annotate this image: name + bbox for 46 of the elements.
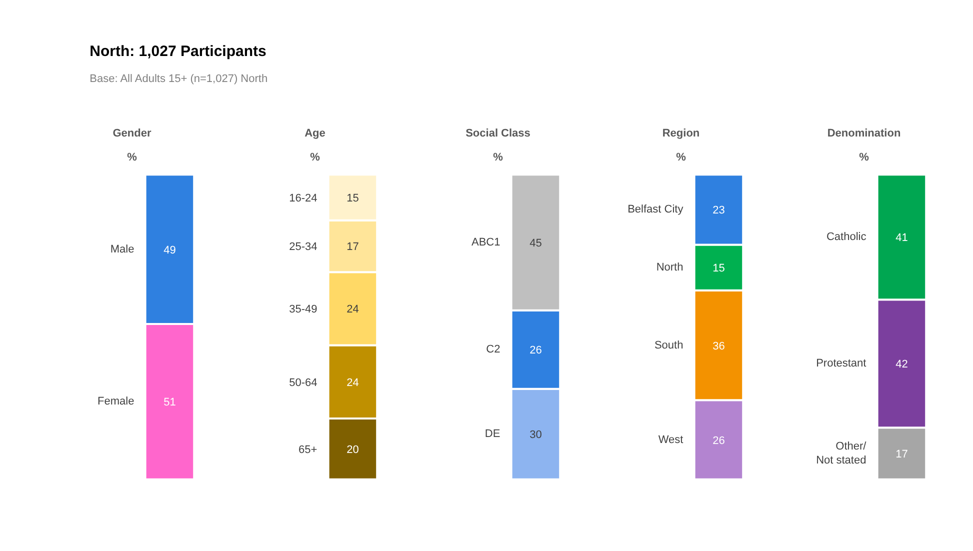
data-label: 41 [896,232,908,244]
chart-title: Social Class [466,128,530,140]
series-label: C2 [486,344,500,356]
chart-subtitle: % [493,152,504,164]
series-label: 16-24 [289,192,318,204]
data-label: 45 [530,238,542,250]
data-label: 15 [712,262,725,275]
chart-subtitle: % [310,152,320,164]
chart-subtitle: % [859,152,870,164]
data-label: 15 [346,192,359,204]
series-label: North [656,262,684,274]
series-label: South [654,339,684,352]
data-label: 51 [164,396,176,409]
data-label: 17 [896,448,908,460]
chart-subtitle: % [127,152,138,164]
series-label: Protestant [816,358,866,370]
series-label: 50-64 [289,376,318,389]
chart-title: Denomination [827,128,901,140]
chart-title: Age [304,128,326,140]
series-label: Catholic [826,231,867,244]
data-label: 26 [712,434,725,447]
series-label: DE [484,428,500,440]
series-label: Belfast City [628,204,684,216]
data-label: 36 [712,340,725,352]
series-label: Male [110,243,134,256]
data-label: 24 [346,304,359,316]
data-label: 17 [346,241,359,254]
data-label: 30 [530,429,542,442]
chart-title: Region [662,128,700,140]
series-label: Other/ Not stated [816,440,868,467]
series-label: 35-49 [289,304,318,316]
data-label: 24 [346,376,359,389]
text: North: 1,027 Participants [90,42,266,60]
data-label: 49 [164,244,176,256]
chart-subtitle: % [676,152,686,164]
data-label: 23 [712,204,725,217]
series-label: 65+ [298,444,318,456]
series-label: 25-34 [289,241,318,254]
data-label: 42 [896,358,908,371]
text: Base: All Adults 15+ (n=1,027) North [90,72,268,85]
data-label: 20 [346,444,359,456]
data-label: 26 [530,344,542,357]
series-label: West [658,434,684,446]
series-label: ABC1 [471,236,500,248]
chart-title: Gender [112,128,152,140]
series-label: Female [98,396,134,408]
